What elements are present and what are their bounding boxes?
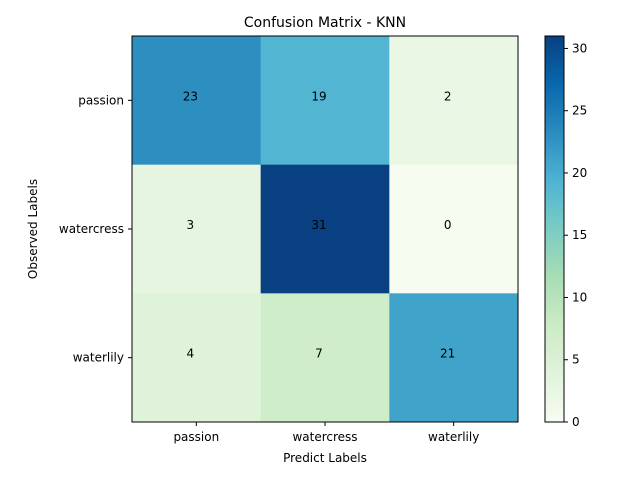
cell-value-label: 4 xyxy=(187,347,195,361)
heatmap-cell xyxy=(260,164,390,294)
y-axis-ticks: passion watercress waterlily xyxy=(59,93,132,365)
heatmap-cell xyxy=(132,164,262,294)
x-tick-label: passion xyxy=(173,430,219,444)
heatmap-cell xyxy=(132,293,262,423)
y-tick-label: watercress xyxy=(59,222,124,236)
cell-value-label: 21 xyxy=(440,347,455,361)
cell-value-label: 19 xyxy=(311,89,326,103)
cell-value-label: 2 xyxy=(444,89,452,103)
heatmap-cells xyxy=(132,36,519,423)
colorbar-tick-label: 5 xyxy=(572,353,580,367)
cell-value-label: 23 xyxy=(183,89,198,103)
colorbar-tick-label: 10 xyxy=(572,290,587,304)
heatmap-cell xyxy=(132,36,262,166)
heatmap-cell xyxy=(389,164,519,294)
x-axis-label: Predict Labels xyxy=(283,451,367,465)
colorbar-tick-label: 0 xyxy=(572,415,580,429)
colorbar-tick-label: 30 xyxy=(572,41,587,55)
colorbar-tick-label: 25 xyxy=(572,104,587,118)
heatmap-cell xyxy=(260,293,390,423)
colorbar xyxy=(544,35,565,423)
colorbar-ticks: 0 5 10 15 20 25 30 xyxy=(564,41,587,429)
heatmap-cell xyxy=(389,36,519,166)
heatmap-cell xyxy=(260,36,390,166)
cell-value-label: 31 xyxy=(311,218,326,232)
heatmap-cell-labels: 23 19 23 31 04 7 21 xyxy=(183,89,456,360)
cell-value-label: 7 xyxy=(315,347,323,361)
y-axis-label: Observed Labels xyxy=(26,179,40,279)
colorbar-tick-label: 15 xyxy=(572,228,587,242)
y-tick-label: passion xyxy=(78,93,124,107)
y-tick-label: waterlily xyxy=(73,351,124,365)
cell-value-label: 0 xyxy=(444,218,452,232)
x-axis-ticks: passion watercress waterlily xyxy=(173,422,479,444)
x-tick-label: waterlily xyxy=(428,430,479,444)
chart-title: Confusion Matrix - KNN xyxy=(244,15,406,31)
colorbar-tick-label: 20 xyxy=(572,166,587,180)
x-tick-label: watercress xyxy=(292,430,357,444)
heatmap-cell xyxy=(389,293,519,423)
cell-value-label: 3 xyxy=(187,218,195,232)
